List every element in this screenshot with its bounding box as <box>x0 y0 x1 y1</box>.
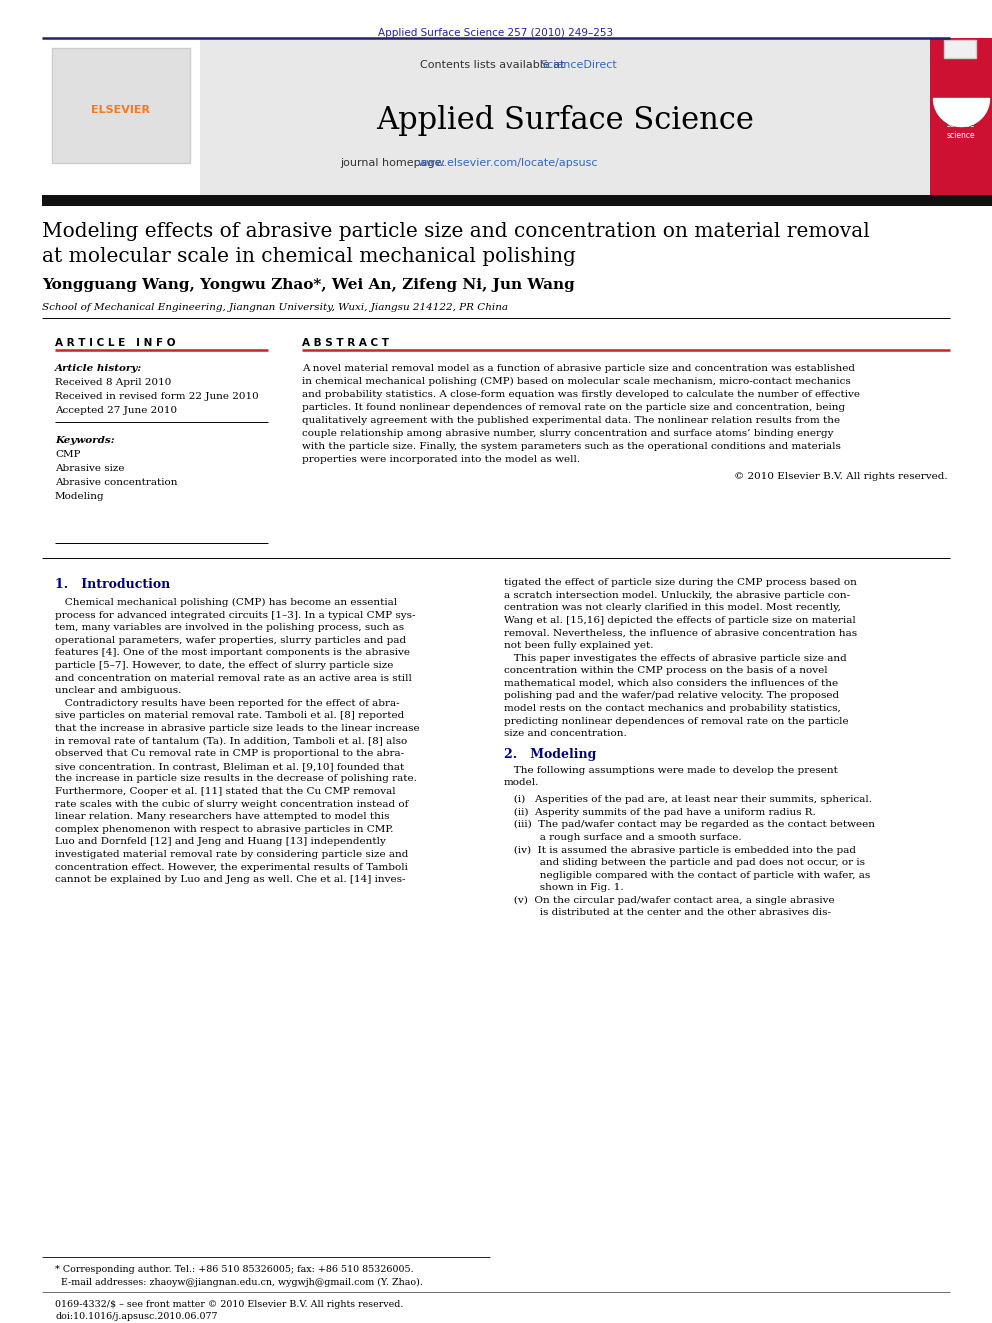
Text: Accepted 27 June 2010: Accepted 27 June 2010 <box>55 406 178 415</box>
Text: particles. It found nonlinear dependences of removal rate on the particle size a: particles. It found nonlinear dependence… <box>302 404 845 411</box>
Text: ScienceDirect: ScienceDirect <box>541 60 617 70</box>
Text: a rough surface and a smooth surface.: a rough surface and a smooth surface. <box>504 832 742 841</box>
Text: Article history:: Article history: <box>55 364 142 373</box>
Text: 2.   Modeling: 2. Modeling <box>504 747 596 761</box>
Text: (iv)  It is assumed the abrasive particle is embedded into the pad: (iv) It is assumed the abrasive particle… <box>504 845 856 855</box>
Text: with the particle size. Finally, the system parameters such as the operational c: with the particle size. Finally, the sys… <box>302 442 841 451</box>
Text: (iii)  The pad/wafer contact may be regarded as the contact between: (iii) The pad/wafer contact may be regar… <box>504 820 875 830</box>
Text: a scratch intersection model. Unluckily, the abrasive particle con-: a scratch intersection model. Unluckily,… <box>504 590 850 599</box>
Text: 1.   Introduction: 1. Introduction <box>55 578 171 591</box>
Text: at molecular scale in chemical mechanical polishing: at molecular scale in chemical mechanica… <box>42 247 576 266</box>
Text: cannot be explained by Luo and Jeng as well. Che et al. [14] inves-: cannot be explained by Luo and Jeng as w… <box>55 876 406 884</box>
Text: (i)   Asperities of the pad are, at least near their summits, spherical.: (i) Asperities of the pad are, at least … <box>504 795 872 804</box>
Text: E-mail addresses: zhaoyw@jiangnan.edu.cn, wygwjh@gmail.com (Y. Zhao).: E-mail addresses: zhaoyw@jiangnan.edu.cn… <box>55 1278 423 1287</box>
Text: is distributed at the center and the other abrasives dis-: is distributed at the center and the oth… <box>504 909 831 917</box>
Bar <box>42 194 992 206</box>
Text: and sliding between the particle and pad does not occur, or is: and sliding between the particle and pad… <box>504 859 865 867</box>
Text: rate scales with the cubic of slurry weight concentration instead of: rate scales with the cubic of slurry wei… <box>55 799 409 808</box>
Bar <box>52 48 190 163</box>
Text: applied
surface
science: applied surface science <box>946 110 975 140</box>
Text: Yongguang Wang, Yongwu Zhao*, Wei An, Zifeng Ni, Jun Wang: Yongguang Wang, Yongwu Zhao*, Wei An, Zi… <box>42 278 574 292</box>
Text: Applied Surface Science: Applied Surface Science <box>376 105 754 136</box>
Text: doi:10.1016/j.apsusc.2010.06.077: doi:10.1016/j.apsusc.2010.06.077 <box>55 1312 217 1320</box>
Text: couple relationship among abrasive number, slurry concentration and surface atom: couple relationship among abrasive numbe… <box>302 429 833 438</box>
Text: Modeling: Modeling <box>55 492 104 501</box>
Text: (ii)  Asperity summits of the pad have a uniform radius R.: (ii) Asperity summits of the pad have a … <box>504 807 815 816</box>
Text: and concentration on material removal rate as an active area is still: and concentration on material removal ra… <box>55 673 412 683</box>
Bar <box>944 40 976 58</box>
Text: © 2010 Elsevier B.V. All rights reserved.: © 2010 Elsevier B.V. All rights reserved… <box>734 472 948 482</box>
Text: that the increase in abrasive particle size leads to the linear increase: that the increase in abrasive particle s… <box>55 724 420 733</box>
Text: A R T I C L E   I N F O: A R T I C L E I N F O <box>55 337 176 348</box>
Text: CMP: CMP <box>55 450 80 459</box>
Text: Chemical mechanical polishing (CMP) has become an essential: Chemical mechanical polishing (CMP) has … <box>55 598 397 607</box>
Text: Received in revised form 22 June 2010: Received in revised form 22 June 2010 <box>55 392 259 401</box>
Text: Contents lists available at: Contents lists available at <box>420 60 568 70</box>
Text: * Corresponding author. Tel.: +86 510 85326005; fax: +86 510 85326005.: * Corresponding author. Tel.: +86 510 85… <box>55 1265 414 1274</box>
Text: Abrasive size: Abrasive size <box>55 464 125 474</box>
Text: This paper investigates the effects of abrasive particle size and: This paper investigates the effects of a… <box>504 654 847 663</box>
Text: (v)  On the circular pad/wafer contact area, a single abrasive: (v) On the circular pad/wafer contact ar… <box>504 896 834 905</box>
Text: Keywords:: Keywords: <box>55 437 115 445</box>
Text: particle [5–7]. However, to date, the effect of slurry particle size: particle [5–7]. However, to date, the ef… <box>55 662 394 669</box>
Text: the increase in particle size results in the decrease of polishing rate.: the increase in particle size results in… <box>55 774 417 783</box>
Text: www.elsevier.com/locate/apsusc: www.elsevier.com/locate/apsusc <box>418 157 598 168</box>
Text: journal homepage:: journal homepage: <box>340 157 448 168</box>
Text: investigated material removal rate by considering particle size and: investigated material removal rate by co… <box>55 849 409 859</box>
Text: Modeling effects of abrasive particle size and concentration on material removal: Modeling effects of abrasive particle si… <box>42 222 870 241</box>
Text: observed that Cu removal rate in CMP is proportional to the abra-: observed that Cu removal rate in CMP is … <box>55 749 404 758</box>
Text: not been fully explained yet.: not been fully explained yet. <box>504 642 654 650</box>
Text: and probability statistics. A close-form equation was firstly developed to calcu: and probability statistics. A close-form… <box>302 390 860 400</box>
Text: Abrasive concentration: Abrasive concentration <box>55 478 178 487</box>
Text: in removal rate of tantalum (Ta). In addition, Tamboli et al. [8] also: in removal rate of tantalum (Ta). In add… <box>55 737 408 746</box>
Text: mathematical model, which also considers the influences of the: mathematical model, which also considers… <box>504 679 838 688</box>
Bar <box>200 38 930 194</box>
Text: unclear and ambiguous.: unclear and ambiguous. <box>55 687 182 695</box>
Text: School of Mechanical Engineering, Jiangnan University, Wuxi, Jiangsu 214122, PR : School of Mechanical Engineering, Jiangn… <box>42 303 508 312</box>
Text: features [4]. One of the most important components is the abrasive: features [4]. One of the most important … <box>55 648 410 658</box>
Text: operational parameters, wafer properties, slurry particles and pad: operational parameters, wafer properties… <box>55 636 406 644</box>
Text: shown in Fig. 1.: shown in Fig. 1. <box>504 884 624 892</box>
Text: A novel material removal model as a function of abrasive particle size and conce: A novel material removal model as a func… <box>302 364 855 373</box>
Text: complex phenomenon with respect to abrasive particles in CMP.: complex phenomenon with respect to abras… <box>55 824 394 833</box>
Text: process for advanced integrated circuits [1–3]. In a typical CMP sys-: process for advanced integrated circuits… <box>55 611 416 619</box>
Text: Applied Surface Science 257 (2010) 249–253: Applied Surface Science 257 (2010) 249–2… <box>378 28 614 38</box>
Text: Furthermore, Cooper et al. [11] stated that the Cu CMP removal: Furthermore, Cooper et al. [11] stated t… <box>55 787 396 796</box>
Text: model rests on the contact mechanics and probability statistics,: model rests on the contact mechanics and… <box>504 704 841 713</box>
Text: qualitatively agreement with the published experimental data. The nonlinear rela: qualitatively agreement with the publish… <box>302 415 840 425</box>
Text: tigated the effect of particle size during the CMP process based on: tigated the effect of particle size duri… <box>504 578 857 587</box>
Text: model.: model. <box>504 778 540 787</box>
Text: Received 8 April 2010: Received 8 April 2010 <box>55 378 172 388</box>
Text: tem, many variables are involved in the polishing process, such as: tem, many variables are involved in the … <box>55 623 404 632</box>
Text: concentration effect. However, the experimental results of Tamboli: concentration effect. However, the exper… <box>55 863 408 872</box>
Text: sive particles on material removal rate. Tamboli et al. [8] reported: sive particles on material removal rate.… <box>55 712 405 721</box>
Text: A B S T R A C T: A B S T R A C T <box>302 337 389 348</box>
Bar <box>42 38 200 194</box>
Text: 0169-4332/$ – see front matter © 2010 Elsevier B.V. All rights reserved.: 0169-4332/$ – see front matter © 2010 El… <box>55 1301 404 1308</box>
Bar <box>930 38 992 194</box>
Text: Contradictory results have been reported for the effect of abra-: Contradictory results have been reported… <box>55 699 400 708</box>
Text: removal. Nevertheless, the influence of abrasive concentration has: removal. Nevertheless, the influence of … <box>504 628 857 638</box>
Text: linear relation. Many researchers have attempted to model this: linear relation. Many researchers have a… <box>55 812 390 822</box>
Text: ELSEVIER: ELSEVIER <box>91 105 151 115</box>
Text: concentration within the CMP process on the basis of a novel: concentration within the CMP process on … <box>504 667 827 675</box>
Text: polishing pad and the wafer/pad relative velocity. The proposed: polishing pad and the wafer/pad relative… <box>504 692 839 700</box>
Text: predicting nonlinear dependences of removal rate on the particle: predicting nonlinear dependences of remo… <box>504 717 848 725</box>
Text: negligible compared with the contact of particle with wafer, as: negligible compared with the contact of … <box>504 871 870 880</box>
Text: in chemical mechanical polishing (CMP) based on molecular scale mechanism, micro: in chemical mechanical polishing (CMP) b… <box>302 377 851 386</box>
Text: size and concentration.: size and concentration. <box>504 729 627 738</box>
Text: Wang et al. [15,16] depicted the effects of particle size on material: Wang et al. [15,16] depicted the effects… <box>504 615 856 624</box>
Text: properties were incorporated into the model as well.: properties were incorporated into the mo… <box>302 455 580 464</box>
Text: Luo and Dornfeld [12] and Jeng and Huang [13] independently: Luo and Dornfeld [12] and Jeng and Huang… <box>55 837 386 847</box>
Text: sive concentration. In contrast, Bleliman et al. [9,10] founded that: sive concentration. In contrast, Blelima… <box>55 762 405 771</box>
Text: centration was not clearly clarified in this model. Most recently,: centration was not clearly clarified in … <box>504 603 841 613</box>
Text: The following assumptions were made to develop the present: The following assumptions were made to d… <box>504 766 838 775</box>
